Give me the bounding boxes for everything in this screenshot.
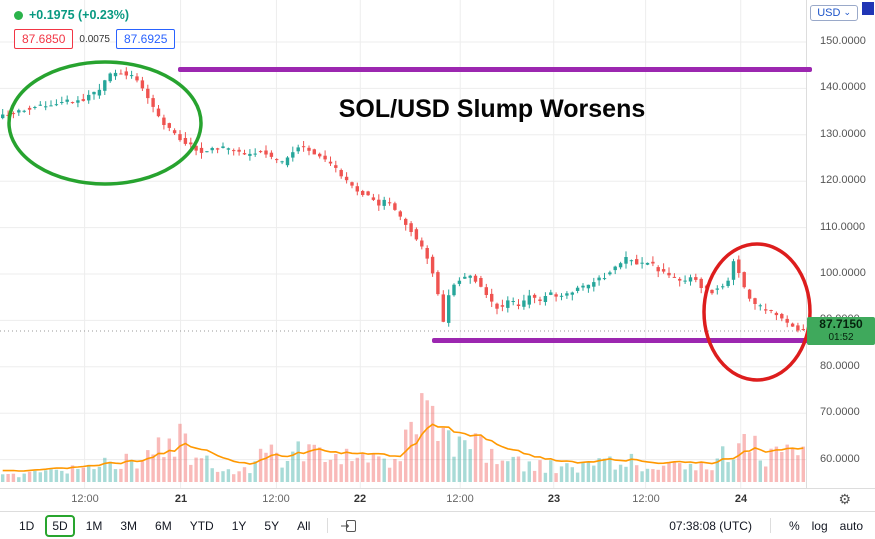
symbol-legend: +0.1975 (+0.23%) 87.6850 0.0075 87.6925 <box>14 8 176 49</box>
price-axis-label: 60.0000 <box>820 452 860 465</box>
annotations-layer <box>0 0 812 488</box>
change-text: +0.1975 (+0.23%) <box>29 8 130 22</box>
scale-button-log[interactable]: log <box>811 518 828 533</box>
bar-countdown: 01:52 <box>828 332 854 343</box>
bid-price[interactable]: 87.6850 <box>14 29 74 49</box>
price-axis-label: 70.0000 <box>820 406 860 419</box>
chart-title-annotation: SOL/USD Slump Worsens <box>338 95 646 123</box>
time-axis[interactable]: ⚙ 12:00 21 12:00 22 12:00 23 12:00 24 <box>0 488 875 512</box>
corner-widget[interactable] <box>862 2 874 15</box>
currency-label: USD <box>817 7 841 19</box>
go-to-date-icon <box>341 519 357 532</box>
support-resistance-line[interactable] <box>178 67 812 72</box>
price-axis-label: 110.0000 <box>820 220 866 233</box>
spread-value: 0.0075 <box>79 33 110 45</box>
bottom-toolbar: 1D 5D 1M 3M 6M YTD 1Y 5Y All 07:38:08 (UTC) % log… <box>0 511 875 539</box>
price-axis-label: 80.0000 <box>820 359 860 372</box>
settings-gear-icon[interactable]: ⚙ <box>838 491 851 507</box>
range-button-5y[interactable]: 5Y <box>264 518 280 533</box>
ellipse-annotation[interactable] <box>7 60 203 186</box>
time-axis-label: 12:00 <box>632 493 660 505</box>
scale-buttons: % log auto <box>789 519 863 533</box>
scale-tools: 07:38:08 (UTC) % log auto <box>669 518 863 533</box>
scale-button-auto[interactable]: auto <box>839 518 863 533</box>
range-button-ytd[interactable]: YTD <box>189 518 214 533</box>
price-axis-label: 150.0000 <box>820 35 866 47</box>
volume-ma-line <box>2 423 804 472</box>
range-button-1m[interactable]: 1M <box>85 518 103 533</box>
grid-lines <box>0 0 806 488</box>
range-button-5d[interactable]: 5D <box>45 514 75 537</box>
ellipse-annotation[interactable] <box>702 242 812 382</box>
price-axis-label: 140.0000 <box>820 81 866 94</box>
volume-series <box>1 393 805 482</box>
range-button-1y[interactable]: 1Y <box>231 518 247 533</box>
time-axis-label: 23 <box>547 493 561 505</box>
time-axis-label: 12:00 <box>446 493 474 505</box>
go-to-date-button[interactable] <box>340 519 357 533</box>
range-button-6m[interactable]: 6M <box>155 518 172 533</box>
range-button-all[interactable]: All <box>297 518 311 533</box>
divider <box>327 518 329 533</box>
price-chart[interactable] <box>0 0 875 488</box>
time-axis-label: 24 <box>734 493 748 505</box>
last-price-label: 87.7150 01:52 <box>807 317 875 345</box>
last-price-value: 87.7150 <box>819 317 863 331</box>
price-axis-label: 100.0000 <box>820 267 866 279</box>
time-axis-label: 22 <box>353 493 367 505</box>
price-axis[interactable]: 150.0000 140.0000 130.0000 120.0000 110.0000… <box>806 0 875 488</box>
status-dot-icon <box>14 10 23 20</box>
ask-price[interactable]: 87.6925 <box>115 29 176 49</box>
clock[interactable]: 07:38:08 (UTC) <box>669 518 752 533</box>
support-resistance-line[interactable] <box>432 338 812 343</box>
range-button-3m[interactable]: 3M <box>120 518 138 533</box>
divider <box>769 518 771 533</box>
time-axis-label: 12:00 <box>71 493 99 505</box>
range-selector: 1D 5D 1M 3M 6M YTD 1Y 5Y All <box>12 514 317 537</box>
time-axis-label: 12:00 <box>262 493 290 505</box>
price-axis-label: 120.0000 <box>820 174 866 187</box>
range-button-1d[interactable]: 1D <box>19 518 35 533</box>
scale-button-percent[interactable]: % <box>788 518 800 533</box>
time-axis-label: 21 <box>174 493 188 505</box>
currency-dropdown[interactable]: USD ⌄ <box>810 5 858 21</box>
price-axis-label: 130.0000 <box>820 127 866 140</box>
chevron-down-icon: ⌄ <box>843 6 851 17</box>
